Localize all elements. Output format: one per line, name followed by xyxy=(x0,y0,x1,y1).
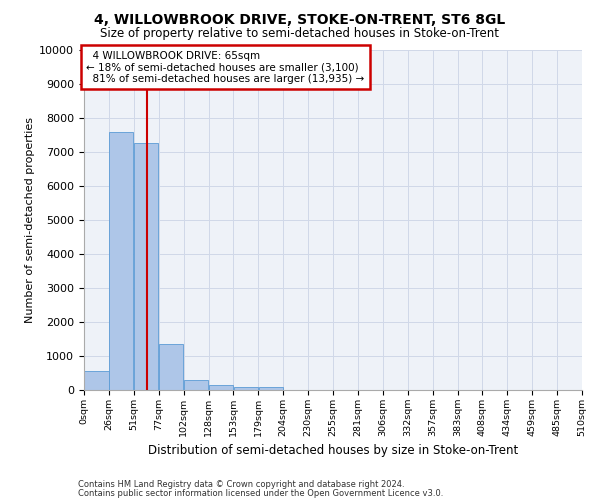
Y-axis label: Number of semi-detached properties: Number of semi-detached properties xyxy=(25,117,35,323)
Bar xyxy=(209,385,233,390)
Bar xyxy=(109,132,133,390)
Text: Size of property relative to semi-detached houses in Stoke-on-Trent: Size of property relative to semi-detach… xyxy=(101,28,499,40)
Text: Contains public sector information licensed under the Open Government Licence v3: Contains public sector information licen… xyxy=(78,488,443,498)
Bar xyxy=(85,372,109,390)
Bar xyxy=(259,388,283,390)
X-axis label: Distribution of semi-detached houses by size in Stoke-on-Trent: Distribution of semi-detached houses by … xyxy=(148,444,518,458)
Bar xyxy=(134,144,158,390)
Bar xyxy=(159,344,183,390)
Text: Contains HM Land Registry data © Crown copyright and database right 2024.: Contains HM Land Registry data © Crown c… xyxy=(78,480,404,489)
Text: 4 WILLOWBROOK DRIVE: 65sqm
← 18% of semi-detached houses are smaller (3,100)
  8: 4 WILLOWBROOK DRIVE: 65sqm ← 18% of semi… xyxy=(86,50,365,84)
Bar xyxy=(234,386,258,390)
Bar xyxy=(184,380,208,390)
Text: 4, WILLOWBROOK DRIVE, STOKE-ON-TRENT, ST6 8GL: 4, WILLOWBROOK DRIVE, STOKE-ON-TRENT, ST… xyxy=(94,12,506,26)
